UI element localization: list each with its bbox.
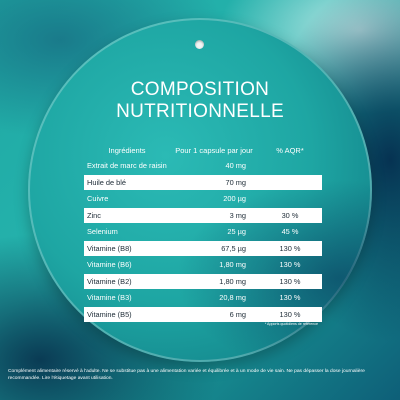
hang-hole bbox=[195, 40, 204, 49]
table-row: Vitamine (B5) 6 mg 130 % bbox=[84, 306, 322, 322]
table-row: Vitamine (B8) 67,5 µg 130 % bbox=[84, 240, 322, 256]
cell-aqr: 30 % bbox=[281, 210, 299, 220]
nutrition-table: Ingrédients Pour 1 capsule par jour % AQ… bbox=[84, 143, 322, 322]
table-row: Selenium 25 µg 45 % bbox=[84, 224, 322, 240]
cell-ingredient: Extrait de marc de raisin bbox=[87, 161, 167, 171]
title-line-2: NUTRITIONNELLE bbox=[116, 101, 284, 122]
table-row: Huile de blé 70 mg bbox=[84, 174, 322, 190]
table-row: Zinc 3 mg 30 % bbox=[84, 207, 322, 223]
cell-aqr: 45 % bbox=[281, 227, 299, 237]
cell-amount: 1,80 mg bbox=[219, 276, 246, 286]
table-row: Vitamine (B3) 20,8 mg 130 % bbox=[84, 290, 322, 306]
cell-ingredient: Vitamine (B5) bbox=[87, 309, 132, 319]
cell-ingredient: Vitamine (B6) bbox=[87, 260, 132, 270]
cell-amount: 25 µg bbox=[227, 227, 246, 237]
cell-aqr: 130 % bbox=[279, 243, 301, 253]
table-row: Vitamine (B2) 1,80 mg 130 % bbox=[84, 273, 322, 289]
cell-ingredient: Zinc bbox=[87, 210, 101, 220]
aqr-footnote: * Apports quotidiens de référence bbox=[264, 322, 318, 326]
table-row: Cuivre 200 µg bbox=[84, 191, 322, 207]
cell-ingredient: Vitamine (B2) bbox=[87, 276, 132, 286]
cell-ingredient: Vitamine (B8) bbox=[87, 243, 132, 253]
cell-amount: 3 mg bbox=[229, 210, 246, 220]
cell-ingredient: Huile de blé bbox=[87, 177, 127, 187]
cell-amount: 6 mg bbox=[229, 309, 246, 319]
cell-aqr: 130 % bbox=[279, 309, 301, 319]
cell-amount: 67,5 µg bbox=[221, 243, 246, 253]
cell-ingredient: Cuivre bbox=[87, 194, 109, 204]
cell-amount: 40 mg bbox=[225, 161, 246, 171]
table-row: Extrait de marc de raisin 40 mg bbox=[84, 158, 322, 174]
header-ingredients: Ingrédients bbox=[108, 145, 146, 155]
cell-aqr: 130 % bbox=[279, 260, 301, 270]
cell-aqr: 130 % bbox=[279, 293, 301, 303]
cell-amount: 70 mg bbox=[225, 177, 246, 187]
cell-ingredient: Selenium bbox=[87, 227, 118, 237]
table-header: Ingrédients Pour 1 capsule par jour % AQ… bbox=[84, 143, 322, 157]
header-aqr: % AQR* bbox=[276, 145, 304, 155]
cell-ingredient: Vitamine (B3) bbox=[87, 293, 132, 303]
cell-amount: 200 µg bbox=[223, 194, 246, 204]
table-row: Vitamine (B6) 1,80 mg 130 % bbox=[84, 257, 322, 273]
legal-disclaimer: Complément alimentaire réservé à l'adult… bbox=[8, 369, 365, 381]
cell-amount: 20,8 mg bbox=[219, 293, 246, 303]
label-circle bbox=[28, 18, 372, 362]
cell-amount: 1,80 mg bbox=[219, 260, 246, 270]
cell-aqr: 130 % bbox=[279, 276, 301, 286]
title-line-1: COMPOSITION bbox=[130, 79, 270, 100]
header-amount: Pour 1 capsule par jour bbox=[175, 145, 253, 155]
